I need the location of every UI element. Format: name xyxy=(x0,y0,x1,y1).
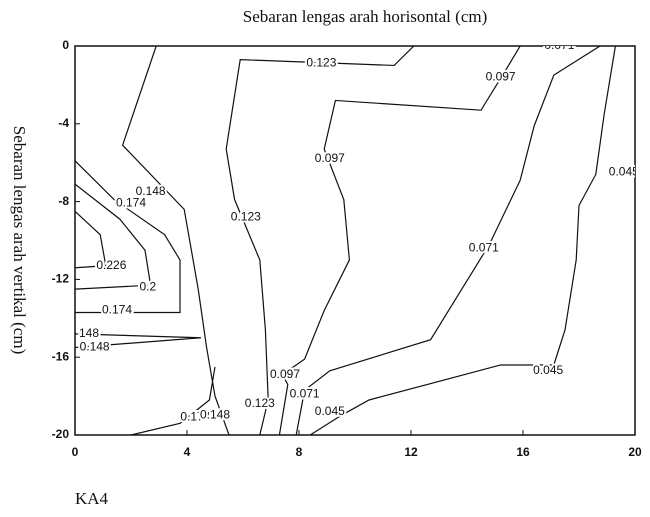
y-tick-label: -20 xyxy=(52,427,70,441)
x-tick-label: 0 xyxy=(72,445,79,459)
contour-label: 0.148 xyxy=(80,340,110,354)
contour-line xyxy=(225,46,415,435)
y-tick-label: -8 xyxy=(58,194,69,208)
y-tick-label: -12 xyxy=(52,272,70,286)
contour-line xyxy=(75,333,202,349)
contour-label: 0.123 xyxy=(245,396,275,410)
contour-label: 0.045 xyxy=(609,165,639,179)
contour-label: 0.045 xyxy=(533,363,563,377)
contour-line xyxy=(75,160,181,314)
plot-area: 0.1480.1740.2260.20.1741480.1480.1230.12… xyxy=(75,38,639,435)
contour-label: 0.174 xyxy=(180,410,210,424)
y-axis-label: Sebaran lengas arah vertikal (cm) xyxy=(10,126,29,354)
contour-label: 0.097 xyxy=(315,151,345,165)
contour-label: 0.045 xyxy=(315,404,345,418)
contour-line xyxy=(278,46,521,435)
contour-line xyxy=(295,46,601,435)
contour-line xyxy=(130,366,216,435)
x-tick-label: 8 xyxy=(296,445,303,459)
y-tick-label: 0 xyxy=(62,38,69,52)
contour-label: 0.071 xyxy=(544,38,574,52)
contour-label: 0.148 xyxy=(200,408,230,422)
chart-title: Sebaran lengas arah horisontal (cm) xyxy=(243,7,488,26)
plot-frame xyxy=(74,45,636,436)
x-tick-label: 4 xyxy=(184,445,191,459)
contour-label: 0.148 xyxy=(136,184,166,198)
contour-label: 0.097 xyxy=(486,69,516,83)
contour-label: 0.174 xyxy=(116,196,146,210)
y-tick-label: -4 xyxy=(58,116,69,130)
x-tick-label: 16 xyxy=(516,445,530,459)
contour-line xyxy=(75,210,107,269)
caption: KA4 xyxy=(75,489,109,508)
y-tick-label: -16 xyxy=(52,349,70,363)
x-tick-label: 20 xyxy=(628,445,642,459)
contour-label: 0.226 xyxy=(96,258,126,272)
contour-label: 148 xyxy=(79,326,99,340)
contour-line xyxy=(309,46,616,435)
contour-label: 0.123 xyxy=(306,56,336,70)
contour-label: 0.071 xyxy=(469,240,499,254)
x-tick-label: 12 xyxy=(404,445,418,459)
contour-label: 0.071 xyxy=(290,386,320,400)
contour-label: 0.2 xyxy=(139,279,156,293)
contour-line xyxy=(121,46,230,435)
contour-label: 0.174 xyxy=(102,303,132,317)
contour-label: 0.097 xyxy=(270,367,300,381)
contour-line xyxy=(75,183,152,290)
contour-label: 0.123 xyxy=(231,209,261,223)
